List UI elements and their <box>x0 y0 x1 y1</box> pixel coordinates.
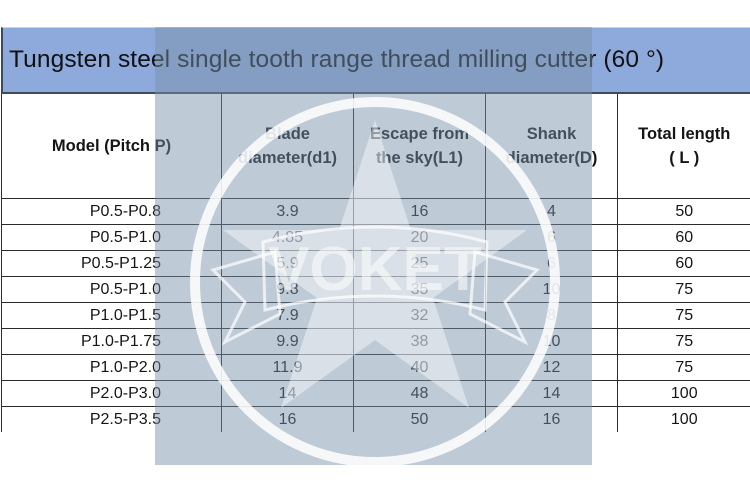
cell-shank-diameter: 8 <box>485 302 618 329</box>
cell-total-length: 75 <box>617 302 750 329</box>
cell-total-length: 75 <box>617 328 750 355</box>
cell-blade-diameter: 9.9 <box>221 328 354 355</box>
column-header-label: ( L ) <box>669 149 700 167</box>
cell-model: P2.5-P3.5 <box>1 406 222 432</box>
table-row: P2.5-P3.5 16 50 16 100 <box>1 406 750 432</box>
table-row: P1.0-P1.5 7.9 32 8 75 <box>1 302 750 329</box>
column-header-model: Model (Pitch P) <box>1 94 222 199</box>
column-header-label: Blade <box>265 125 310 143</box>
cell-model: P0.5-P1.0 <box>1 224 222 251</box>
table-title: Tungsten steel single tooth range thread… <box>9 46 665 73</box>
cell-model: P0.5-P1.25 <box>1 250 222 277</box>
cell-escape-length: 38 <box>353 328 486 355</box>
cell-model: P0.5-P0.8 <box>1 198 222 225</box>
cell-blade-diameter: 11.9 <box>221 354 354 381</box>
cell-escape-length: 32 <box>353 302 486 329</box>
cell-model: P1.0-P1.5 <box>1 302 222 329</box>
cell-total-length: 75 <box>617 354 750 381</box>
cell-total-length: 50 <box>617 198 750 225</box>
cell-total-length: 75 <box>617 276 750 303</box>
table-row: P0.5-P1.25 5.9 25 6 60 <box>1 250 750 277</box>
cell-model: P1.0-P2.0 <box>1 354 222 381</box>
cell-model: P0.5-P1.0 <box>1 276 222 303</box>
cell-blade-diameter: 4.85 <box>221 224 354 251</box>
cell-shank-diameter: 10 <box>485 276 618 303</box>
cell-escape-length: 20 <box>353 224 486 251</box>
cell-total-length: 100 <box>617 380 750 407</box>
column-header-label: diameter(D) <box>505 149 598 167</box>
cell-shank-diameter: 6 <box>485 224 618 251</box>
cell-total-length: 60 <box>617 250 750 277</box>
cell-blade-diameter: 5.9 <box>221 250 354 277</box>
cell-escape-length: 25 <box>353 250 486 277</box>
cell-blade-diameter: 7.9 <box>221 302 354 329</box>
cell-shank-diameter: 10 <box>485 328 618 355</box>
column-header-shank-diameter: Shank diameter(D) <box>485 94 618 199</box>
spec-table: Model (Pitch P) Blade diameter(d1) Escap… <box>1 94 750 432</box>
column-header-label: the sky(L1) <box>375 149 464 167</box>
column-header-label: diameter(d1) <box>237 149 338 167</box>
table-title-bar: Tungsten steel single tooth range thread… <box>1 27 750 94</box>
table-row: P0.5-P1.0 4.85 20 6 60 <box>1 224 750 251</box>
table-row: P0.5-P0.8 3.9 16 4 50 <box>1 198 750 225</box>
cell-blade-diameter: 9.8 <box>221 276 354 303</box>
cell-escape-length: 16 <box>353 198 486 225</box>
cell-total-length: 100 <box>617 406 750 432</box>
cell-escape-length: 40 <box>353 354 486 381</box>
cell-blade-diameter: 16 <box>221 406 354 432</box>
cell-blade-diameter: 14 <box>221 380 354 407</box>
cell-escape-length: 35 <box>353 276 486 303</box>
cell-model: P2.0-P3.0 <box>1 380 222 407</box>
cell-blade-diameter: 3.9 <box>221 198 354 225</box>
column-header-label: Total length <box>638 125 731 143</box>
column-header-total-length: Total length ( L ) <box>617 94 750 199</box>
cell-total-length: 60 <box>617 224 750 251</box>
column-header-label: Model (Pitch P) <box>51 137 172 155</box>
column-header-blade-diameter: Blade diameter(d1) <box>221 94 354 199</box>
column-header-label: Shank <box>526 125 577 143</box>
column-header-label: Escape from <box>369 125 470 143</box>
table-header-row: Model (Pitch P) Blade diameter(d1) Escap… <box>1 94 750 199</box>
cell-shank-diameter: 16 <box>485 406 618 432</box>
cell-shank-diameter: 14 <box>485 380 618 407</box>
cell-escape-length: 50 <box>353 406 486 432</box>
cell-escape-length: 48 <box>353 380 486 407</box>
cell-shank-diameter: 6 <box>485 250 618 277</box>
table-row: P2.0-P3.0 14 48 14 100 <box>1 380 750 407</box>
cell-shank-diameter: 12 <box>485 354 618 381</box>
table-row: P0.5-P1.0 9.8 35 10 75 <box>1 276 750 303</box>
table-row: P1.0-P1.75 9.9 38 10 75 <box>1 328 750 355</box>
table-row: P1.0-P2.0 11.9 40 12 75 <box>1 354 750 381</box>
cell-model: P1.0-P1.75 <box>1 328 222 355</box>
cell-shank-diameter: 4 <box>485 198 618 225</box>
column-header-escape-length: Escape from the sky(L1) <box>353 94 486 199</box>
